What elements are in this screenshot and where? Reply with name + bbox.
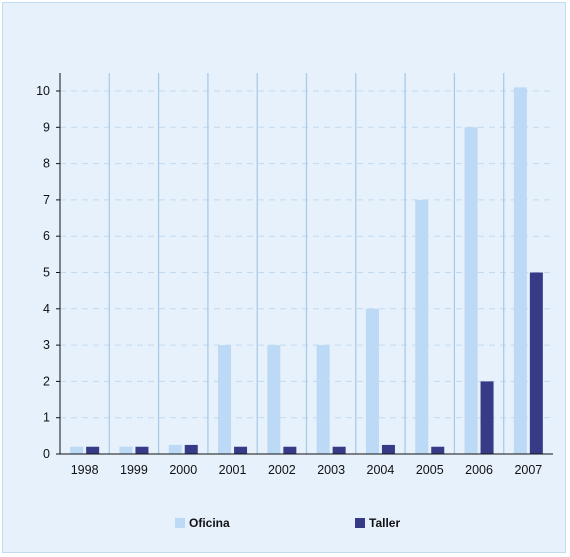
y-tick-label-0: 0: [43, 447, 50, 461]
y-tick-label-10: 10: [36, 84, 50, 98]
bar-chart: 1998 1999 2000 2001 2002 2003 2004 2005 2006 2007…: [36, 73, 553, 477]
x-tick-label-1998: 1998: [71, 463, 99, 477]
legend-item-taller: Taller: [355, 516, 400, 530]
y-tick-label-3: 3: [43, 338, 50, 352]
bar-oficina-2001: [218, 345, 232, 454]
bar-taller-2004: [381, 444, 395, 454]
x-tick-label-2002: 2002: [268, 463, 296, 477]
bar-oficina-2004: [365, 308, 379, 454]
bar-taller-1999: [135, 446, 149, 454]
y-tick-label-8: 8: [43, 157, 50, 171]
bar-taller-1998: [86, 446, 100, 454]
bar-taller-2001: [234, 446, 248, 454]
x-tick-label-2007: 2007: [514, 463, 542, 477]
x-tick-label-2005: 2005: [416, 463, 444, 477]
x-tick-label-2003: 2003: [317, 463, 345, 477]
bar-oficina-1998: [70, 446, 84, 454]
bar-taller-2000: [184, 444, 198, 454]
x-tick-label-2004: 2004: [367, 463, 395, 477]
x-tick-label-2006: 2006: [465, 463, 493, 477]
bar-oficina-2002: [267, 345, 281, 454]
bar-taller-2007: [529, 272, 543, 454]
bar-taller-2005: [431, 446, 445, 454]
y-tick-label-9: 9: [43, 120, 50, 134]
bar-taller-2002: [283, 446, 297, 454]
y-tick-label-4: 4: [43, 302, 50, 316]
bar-oficina-1999: [119, 446, 133, 454]
y-tick-label-6: 6: [43, 229, 50, 243]
legend-label-oficina: Oficina: [189, 516, 230, 530]
chart-panel: 1998 1999 2000 2001 2002 2003 2004 2005 2006 2007…: [2, 2, 566, 553]
bar-taller-2006: [480, 381, 494, 454]
x-tick-label-2001: 2001: [219, 463, 247, 477]
y-tick-label-1: 1: [43, 411, 50, 425]
y-tick-label-7: 7: [43, 193, 50, 207]
bar-oficina-2005: [415, 199, 429, 454]
bar-oficina-2000: [168, 444, 182, 454]
y-tick-label-5: 5: [43, 266, 50, 280]
y-tick-label-2: 2: [43, 374, 50, 388]
x-tick-label-1999: 1999: [120, 463, 148, 477]
bar-oficina-2007: [513, 87, 527, 455]
legend-label-taller: Taller: [369, 516, 401, 530]
bar-oficina-2006: [464, 127, 478, 455]
legend-swatch-oficina: [175, 518, 185, 528]
legend-item-oficina: Oficina: [175, 516, 230, 530]
bar-oficina-2003: [316, 345, 330, 454]
legend-swatch-taller: [355, 518, 365, 528]
x-tick-label-2000: 2000: [169, 463, 197, 477]
bar-taller-2003: [332, 446, 346, 454]
